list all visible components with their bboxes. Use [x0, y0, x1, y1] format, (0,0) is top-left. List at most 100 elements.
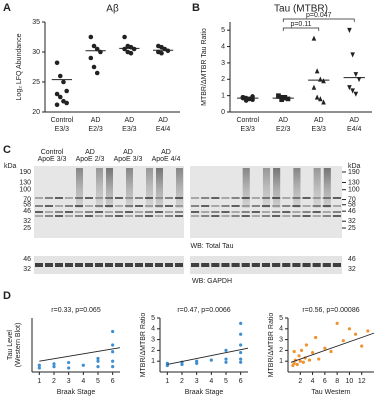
y-axis-label: Log₂ LFQ Abundance — [16, 33, 23, 100]
band — [292, 205, 301, 207]
band — [75, 215, 83, 217]
y-tick-label: 1 — [279, 358, 283, 365]
data-point — [96, 359, 100, 363]
data-point — [279, 94, 284, 100]
x-tick-label: 6 — [111, 378, 115, 385]
data-point — [353, 91, 359, 97]
band — [85, 205, 93, 207]
lane-smear — [156, 168, 163, 208]
lane-smear — [76, 168, 83, 208]
data-point — [224, 360, 228, 364]
y-axis-label: MTBR/ΔMTBR Ratio — [140, 313, 147, 378]
data-point — [297, 354, 301, 358]
band — [65, 211, 73, 213]
band — [115, 211, 123, 213]
band — [191, 211, 200, 213]
gapdh-band — [312, 263, 321, 267]
gapdh-band — [211, 263, 220, 267]
lane-group-label: AD — [123, 149, 133, 156]
band — [241, 197, 250, 199]
data-point — [52, 362, 56, 366]
band — [75, 197, 83, 199]
data-point — [307, 358, 312, 362]
band — [201, 211, 210, 213]
x-tick-label: AD — [349, 117, 359, 124]
x-tick-label: 12 — [358, 378, 366, 385]
data-point — [131, 46, 137, 52]
band — [175, 215, 183, 217]
lane-smear — [146, 168, 153, 208]
band — [175, 197, 183, 199]
data-point — [165, 48, 171, 54]
x-tick-label: 3 — [195, 378, 199, 385]
data-point — [88, 34, 94, 40]
panel-label: A — [3, 2, 11, 14]
band — [312, 197, 321, 199]
band — [302, 197, 311, 199]
x-tick-label: E3/3 — [55, 126, 70, 133]
gapdh-band — [35, 263, 43, 267]
band — [221, 205, 230, 207]
gapdh-band — [251, 263, 260, 267]
band — [105, 215, 113, 217]
gapdh-band — [332, 263, 341, 267]
band — [261, 205, 271, 207]
data-point — [94, 70, 100, 76]
gapdh-band — [302, 263, 311, 267]
y-axis-label: (Western Blot) — [15, 323, 22, 368]
band — [175, 205, 183, 207]
unit-label: kDa — [4, 163, 17, 170]
x-tick-label: 2 — [180, 378, 184, 385]
mw-marker: 25 — [23, 225, 31, 232]
lane-smear — [106, 168, 113, 208]
mw-marker: 46 — [23, 208, 31, 215]
panel-label: D — [3, 290, 11, 302]
band — [175, 211, 183, 213]
band — [35, 197, 43, 199]
data-point — [311, 84, 317, 90]
data-point — [111, 329, 115, 334]
band — [85, 211, 93, 213]
x-tick-label: 5 — [224, 378, 228, 385]
x-axis-label: Braak Stage — [57, 389, 96, 396]
x-tick-label: E3/3 — [312, 126, 327, 133]
data-point — [347, 27, 352, 33]
data-point — [54, 102, 60, 108]
band — [145, 197, 153, 199]
band — [55, 197, 63, 199]
data-point — [353, 332, 358, 336]
band — [55, 205, 63, 207]
band — [165, 205, 173, 207]
mw-marker: 46 — [348, 208, 356, 215]
data-point — [67, 366, 71, 370]
band — [45, 197, 53, 199]
band — [95, 215, 103, 217]
data-point — [285, 96, 291, 102]
gapdh-band — [125, 263, 133, 267]
x-tick-label: 2 — [52, 378, 56, 385]
band — [35, 205, 43, 207]
data-point — [111, 350, 115, 354]
data-point — [301, 360, 305, 364]
band — [155, 211, 163, 213]
band — [292, 211, 301, 213]
band — [221, 211, 230, 213]
chart-title: r=0.33, p=0.065 — [51, 307, 101, 314]
band — [45, 211, 53, 213]
band — [75, 211, 83, 213]
band — [292, 197, 301, 199]
significance-bracket — [282, 27, 320, 31]
data-point — [94, 46, 100, 52]
band — [231, 205, 240, 207]
gapdh-band — [165, 263, 173, 267]
blot-label: WB: GAPDH — [192, 278, 232, 285]
gapdh-band — [191, 263, 200, 267]
x-tick-label: AD — [91, 117, 101, 124]
band — [95, 211, 103, 213]
mw-marker: 190 — [348, 169, 360, 176]
band — [272, 215, 281, 217]
lane-smear — [293, 168, 301, 208]
lane-smear — [96, 168, 103, 208]
data-point — [239, 350, 243, 355]
data-point — [122, 34, 127, 40]
